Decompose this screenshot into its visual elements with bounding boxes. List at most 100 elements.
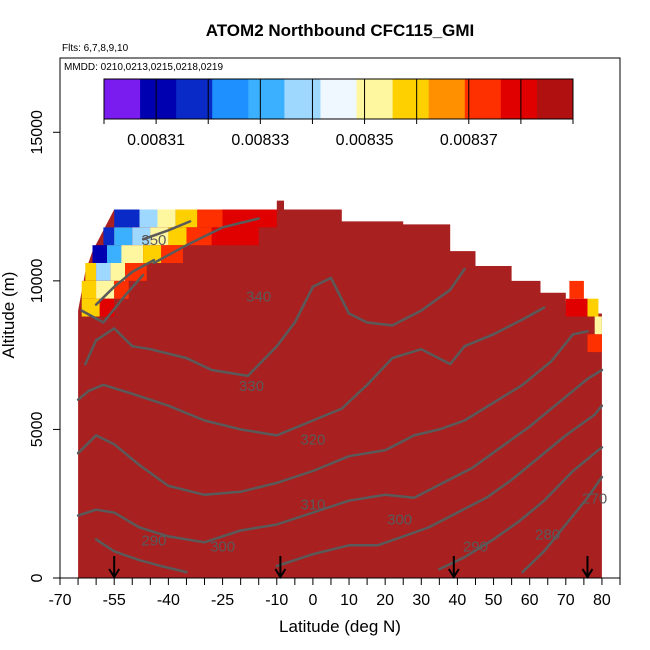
contour-line [94, 258, 156, 306]
x-tick-label: 70 [557, 592, 575, 609]
contour-line [275, 404, 604, 568]
x-axis: -70 -55 -40 -25 -10 0 10 20 30 40 50 60 70 80 [48, 578, 621, 609]
colorbar-segment [320, 79, 358, 119]
contour-label: 290 [463, 538, 488, 555]
field-cell [81, 280, 97, 299]
colorbar-segment [428, 79, 466, 119]
potential-temperature-contours [76, 217, 604, 574]
colorbar-segment [464, 79, 502, 119]
contour-labels: 350 340 330 320 310 300 300 290 290 280 270 [141, 232, 607, 555]
field-cell [114, 227, 133, 246]
contour-line [152, 217, 260, 265]
colorbar-segment [248, 79, 285, 119]
colorbar-tick-label: 0.00835 [336, 132, 394, 149]
contour-label: 320 [300, 431, 325, 448]
altitude-latitude-field [78, 200, 602, 578]
contour-line [76, 330, 589, 497]
x-tick-label: 40 [449, 592, 467, 609]
contour-line [84, 267, 466, 378]
contour-label: 330 [239, 378, 264, 395]
y-tick-label: 15000 [29, 110, 46, 155]
field-cell [565, 298, 588, 317]
sounding-marker-arrow [581, 556, 594, 579]
dates-note: MMDD: 0210,0213,0215,0218,0219 [64, 62, 223, 73]
contour-line [438, 446, 604, 571]
field-cell [99, 298, 115, 317]
plot-frame [59, 57, 621, 579]
field-cell [157, 209, 176, 228]
contour-line [521, 475, 604, 574]
x-tick-label: 50 [485, 592, 503, 609]
field-cell [96, 263, 111, 281]
colorbar-segment [104, 79, 141, 119]
field-cell [175, 209, 198, 228]
x-tick-label: 80 [593, 592, 611, 609]
contour-line [80, 273, 145, 324]
y-tick-label: 0 [29, 573, 46, 582]
contour-line [94, 538, 188, 574]
field-cell [92, 245, 107, 263]
colorbar-segment [500, 79, 538, 119]
colorbar-segment [140, 79, 177, 119]
contour-label: 280 [535, 526, 560, 543]
colorbar-segment [536, 79, 574, 119]
field-cell [121, 245, 144, 263]
colorbar-segment [284, 79, 321, 119]
x-tick-label: -25 [211, 592, 234, 609]
colorbar-tick-label: 0.00833 [231, 132, 289, 149]
x-tick-label: -40 [157, 592, 180, 609]
field-cell [139, 209, 158, 228]
contour-label: 300 [387, 512, 412, 529]
x-tick-label: 20 [376, 592, 394, 609]
x-tick-label: -55 [103, 592, 126, 609]
x-tick-label: -70 [48, 592, 71, 609]
x-axis-label: Latitude (deg N) [279, 617, 401, 636]
colorbar-segment [392, 79, 430, 119]
contour-label: 310 [300, 497, 325, 514]
field-cell [107, 245, 122, 263]
chart-title: ATOM2 Northbound CFC115_GMI [206, 21, 475, 40]
y-tick-label: 5000 [29, 412, 46, 448]
sounding-markers [108, 556, 594, 579]
colorbar: 0.00831 0.00833 0.00835 0.00837 [103, 78, 574, 149]
contour-label: 340 [246, 289, 271, 306]
field-cell [81, 298, 100, 317]
colored-cells [81, 209, 602, 353]
contour-label: 290 [141, 532, 166, 549]
field-cell [197, 209, 223, 228]
x-tick-label: 30 [412, 592, 430, 609]
field-cell [211, 227, 259, 246]
field-cell [132, 227, 151, 246]
colorbar-tick-label: 0.00837 [440, 132, 498, 149]
field-cell [85, 263, 97, 281]
contour-label: 270 [582, 491, 607, 508]
field-cell [110, 263, 126, 281]
x-tick-label: 60 [521, 592, 539, 609]
field-cell [587, 334, 602, 353]
colorbar-frame [103, 78, 574, 120]
contour-label: 300 [210, 538, 235, 555]
colorbar-segment [212, 79, 249, 119]
contour-line [76, 306, 546, 437]
contour-line [76, 368, 604, 544]
x-tick-label: 10 [340, 592, 358, 609]
contour-line [141, 220, 192, 241]
field-cell [594, 316, 602, 335]
y-tick-label: 10000 [29, 259, 46, 304]
contour-label: 350 [141, 232, 166, 249]
colorbar-segment [176, 79, 213, 119]
y-axis: 0 5000 10000 15000 [29, 110, 60, 582]
field-cell [168, 227, 187, 246]
y-axis-label: Altitude (m) [0, 272, 18, 359]
x-tick-label: 0 [308, 592, 317, 609]
field-area [78, 200, 602, 578]
x-tick-label: -10 [265, 592, 288, 609]
field-cell [569, 280, 584, 299]
field-cell [114, 209, 140, 228]
field-cell [96, 280, 115, 299]
field-cell [103, 227, 115, 246]
colorbar-segment [356, 79, 394, 119]
field-cell [583, 298, 599, 317]
sounding-marker-arrow [108, 556, 121, 579]
